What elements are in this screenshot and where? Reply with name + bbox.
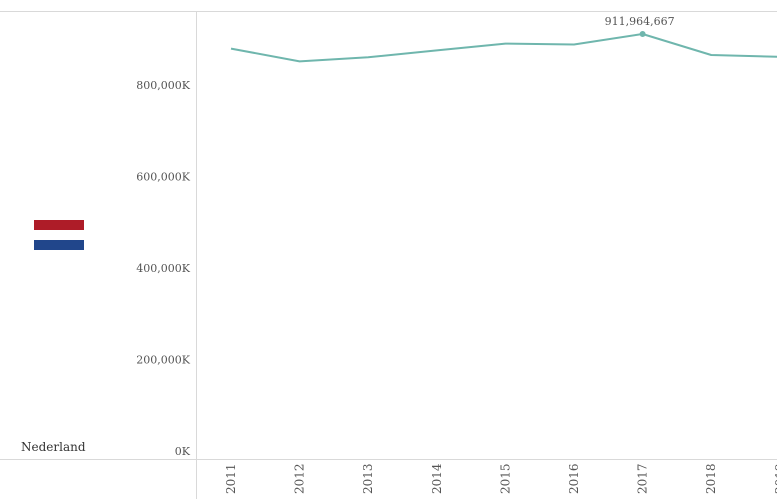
y-axis-ticks: 0K 200,000K 400,000K 600,000K 800,000K xyxy=(136,79,190,458)
flag-blue-stripe xyxy=(34,240,84,250)
y-tick-label: 800,000K xyxy=(136,79,190,92)
x-tick-label: 2016 xyxy=(567,463,581,494)
series-line xyxy=(230,33,777,63)
x-tick-label: 2019 xyxy=(773,463,777,494)
x-tick-label: 2013 xyxy=(361,463,375,494)
y-tick-label: 200,000K xyxy=(136,354,190,367)
x-tick-label: 2011 xyxy=(224,463,238,494)
flag-red-stripe xyxy=(34,220,84,230)
y-tick-label: 0K xyxy=(175,445,191,458)
x-tick-label: 2015 xyxy=(498,463,512,494)
data-point-marker xyxy=(639,30,646,37)
data-label: 911,964,667 xyxy=(605,15,675,28)
x-tick-label: 2017 xyxy=(636,463,650,494)
y-tick-label: 600,000K xyxy=(136,171,190,184)
series-group xyxy=(230,33,777,63)
x-tick-label: 2012 xyxy=(293,463,307,494)
flag-white-stripe xyxy=(34,230,84,240)
annotations-group: 911,964,667 xyxy=(605,15,675,37)
x-tick-label: 2014 xyxy=(430,463,444,494)
x-axis-ticks: 2011 2012 2013 2014 2015 2016 2017 2018 2019 xyxy=(224,463,777,494)
x-tick-label: 2018 xyxy=(704,463,718,494)
region-label: Nederland xyxy=(21,440,86,454)
netherlands-flag-icon xyxy=(34,220,84,250)
y-tick-label: 400,000K xyxy=(136,262,190,275)
